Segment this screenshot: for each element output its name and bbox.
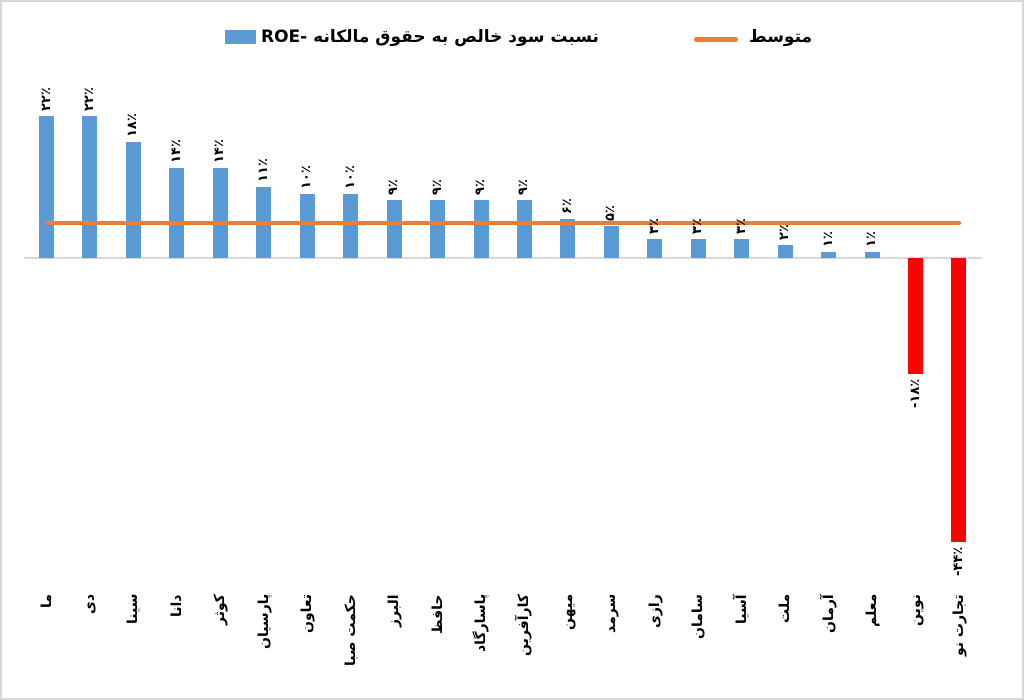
bar [821, 251, 837, 258]
bar [560, 219, 576, 258]
bar [690, 238, 706, 258]
bar [516, 199, 532, 258]
bar [125, 141, 141, 258]
roe-legend-swatch-icon [225, 30, 256, 44]
roe-legend-label: نسبت سود خالص به حقوق مالکانه -ROE [261, 27, 599, 47]
bar-negative [951, 258, 967, 542]
bar [473, 199, 489, 258]
bar [212, 167, 228, 258]
bar [299, 193, 315, 258]
bar [603, 225, 619, 258]
bar [82, 116, 98, 258]
bar [430, 199, 446, 258]
bar-negative [908, 258, 923, 375]
average-legend-label: متوسط [749, 27, 813, 47]
bar [39, 116, 54, 258]
bar [864, 251, 880, 258]
bar [777, 245, 793, 258]
bar [734, 238, 750, 258]
bar [169, 167, 185, 258]
bar [386, 199, 402, 258]
x-axis-line [24, 257, 982, 259]
average-legend-line-icon [694, 37, 738, 42]
bar [343, 193, 359, 258]
bar [647, 238, 663, 258]
average-line [45, 221, 961, 226]
